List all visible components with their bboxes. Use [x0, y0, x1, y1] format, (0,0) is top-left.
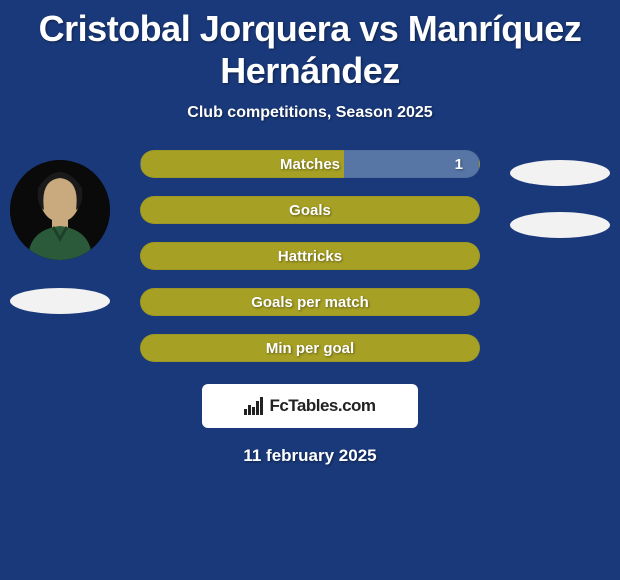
date-line: 11 february 2025 [0, 446, 620, 466]
stat-label: Goals per match [251, 294, 369, 311]
stat-label: Matches [280, 156, 340, 173]
player-left-column [0, 150, 120, 314]
player-right-column [500, 150, 620, 238]
stat-bar-hattricks: Hattricks [140, 242, 480, 270]
page-title: Cristobal Jorquera vs Manríquez Hernánde… [0, 0, 620, 96]
logo-badge: FcTables.com [202, 384, 418, 428]
stat-label: Hattricks [278, 248, 342, 265]
player-left-shadow [10, 288, 110, 314]
stat-bar-min-per-goal: Min per goal [140, 334, 480, 362]
comparison-content: Matches 1 Goals Hattricks Goals per matc… [0, 150, 620, 466]
stat-label: Goals [289, 202, 331, 219]
stat-value-right: 1 [455, 156, 463, 173]
player-right-shadow-2 [510, 212, 610, 238]
player-right-shadow-1 [510, 160, 610, 186]
stat-bar-goals: Goals [140, 196, 480, 224]
stat-label: Min per goal [266, 340, 354, 357]
subtitle: Club competitions, Season 2025 [0, 104, 620, 122]
stat-bar-matches: Matches 1 [140, 150, 480, 178]
logo-chart-icon [244, 397, 263, 415]
logo-text: FcTables.com [269, 396, 375, 416]
stat-bars: Matches 1 Goals Hattricks Goals per matc… [140, 150, 480, 362]
avatar-placeholder-icon [10, 160, 110, 260]
stat-bar-goals-per-match: Goals per match [140, 288, 480, 316]
player-left-avatar [10, 160, 110, 260]
